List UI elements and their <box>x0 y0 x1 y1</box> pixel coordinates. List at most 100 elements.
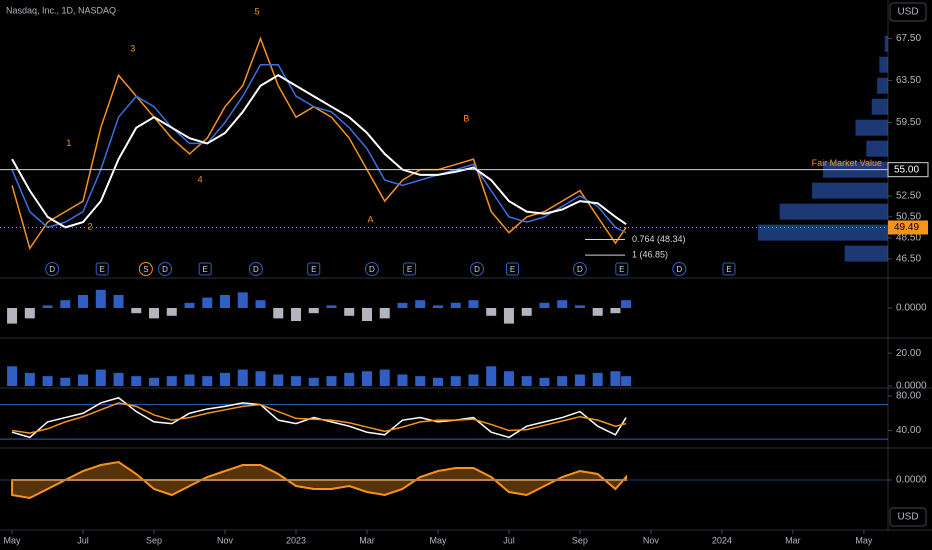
bar <box>539 377 550 386</box>
bar <box>308 308 319 314</box>
event-icon <box>158 262 173 276</box>
bar <box>326 305 337 308</box>
bar <box>539 302 550 308</box>
y-tick-label: 40.00 <box>896 425 921 436</box>
bar <box>415 300 426 308</box>
bar <box>149 377 160 386</box>
bar <box>237 369 248 386</box>
bar <box>7 308 18 324</box>
fair-value-tag <box>887 162 929 178</box>
wave-label: 1 <box>66 138 71 148</box>
bar <box>557 300 568 308</box>
bar <box>255 371 266 386</box>
bar <box>432 377 443 386</box>
y-tick-label: 50.50 <box>896 212 921 223</box>
bar <box>468 300 479 308</box>
y-tick-label: 59.50 <box>896 117 921 128</box>
event-label: E <box>311 265 316 274</box>
volume-profile-bar <box>855 119 888 136</box>
x-tick-label: 2023 <box>286 535 306 545</box>
volume-profile-bar <box>844 245 888 262</box>
event-icon <box>572 262 587 276</box>
bar <box>610 371 621 386</box>
volume-profile-bar <box>871 98 888 115</box>
event-label: E <box>407 265 412 274</box>
volume-profile-bar <box>877 77 888 94</box>
event-label: D <box>676 265 682 274</box>
bar <box>450 302 461 308</box>
bar <box>95 369 106 386</box>
bar <box>184 302 195 308</box>
last-price-tag <box>888 220 928 235</box>
bar <box>621 376 632 386</box>
x-tick-label: May <box>4 535 22 545</box>
y-tick-label: 63.50 <box>896 75 921 86</box>
volume-profile-bar <box>779 203 888 220</box>
wave-label: 3 <box>130 43 135 53</box>
bar <box>344 372 355 386</box>
fair-value-price: 55.00 <box>894 164 919 175</box>
bar <box>78 374 89 386</box>
x-tick-label: Sep <box>146 535 162 545</box>
x-tick-label: 2024 <box>712 535 732 545</box>
event-label: E <box>619 265 624 274</box>
bar <box>397 302 408 308</box>
event-icon <box>722 262 736 276</box>
bar <box>503 308 514 324</box>
event-label: E <box>202 265 207 274</box>
chart-title: Nasdaq, Inc., 1D, NASDAQ <box>6 5 116 15</box>
currency[interactable]: USD <box>897 512 918 523</box>
y-tick-label: 20.00 <box>896 348 921 359</box>
bar <box>202 376 213 386</box>
bar <box>610 308 621 314</box>
wave-label: 5 <box>254 7 259 17</box>
bar <box>521 308 532 316</box>
bar <box>273 374 284 386</box>
event-icon <box>672 262 687 276</box>
event-label: E <box>100 265 105 274</box>
bar <box>379 369 390 386</box>
series-line <box>11 402 627 434</box>
series-line <box>11 63 627 234</box>
bar <box>24 308 35 319</box>
bar <box>131 308 142 314</box>
event-label: E <box>510 265 515 274</box>
event-icon <box>95 262 109 276</box>
event-icon <box>403 262 417 276</box>
bar <box>166 376 177 386</box>
bar <box>397 374 408 386</box>
bar <box>574 305 585 308</box>
bar <box>503 371 514 386</box>
x-tick-label: May <box>855 535 873 545</box>
bar <box>574 374 585 386</box>
event-label: D <box>162 265 168 274</box>
event-icon <box>248 262 263 276</box>
bar <box>220 295 231 308</box>
fib-label: 0.764 (48.34) <box>632 234 686 244</box>
event-label: D <box>369 265 375 274</box>
wave-label: 4 <box>198 175 203 185</box>
y-tick-label: 0.0000 <box>896 381 927 392</box>
bar <box>450 376 461 386</box>
x-tick-label: Nov <box>217 535 234 545</box>
volume-profile-bar <box>879 56 888 73</box>
bar <box>149 308 160 319</box>
bar <box>344 308 355 316</box>
bar <box>202 297 213 308</box>
event-icon <box>615 262 629 276</box>
volume-profile-bar <box>812 182 888 199</box>
currency-box[interactable] <box>889 507 927 527</box>
currency-box[interactable] <box>889 2 927 22</box>
bar <box>621 300 632 308</box>
bar <box>166 308 177 316</box>
bar <box>415 376 426 386</box>
bar <box>255 300 266 308</box>
x-tick-label: Mar <box>359 535 375 545</box>
bar <box>486 366 497 386</box>
bar <box>42 305 53 308</box>
bar <box>60 377 71 386</box>
currency[interactable]: USD <box>897 7 918 18</box>
bar <box>379 308 390 319</box>
bar <box>521 376 532 386</box>
